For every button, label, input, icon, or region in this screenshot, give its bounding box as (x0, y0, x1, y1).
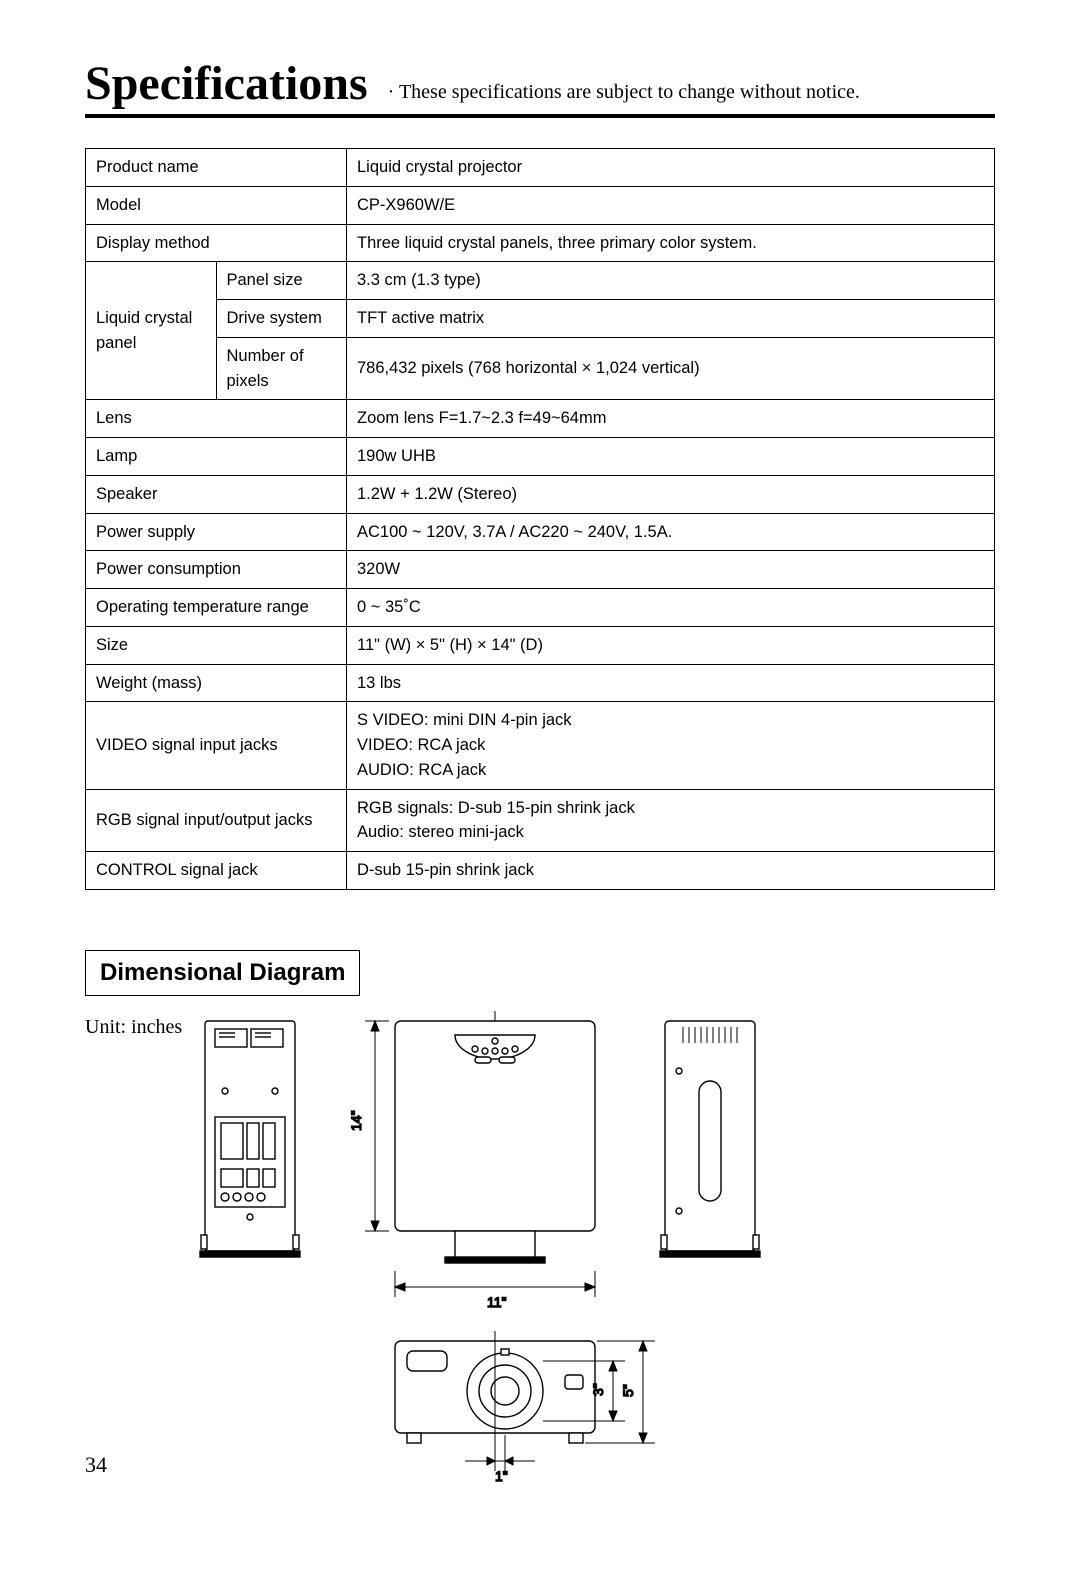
spec-sublabel: Panel size (216, 262, 347, 300)
table-row: Number of pixels 786,432 pixels (768 hor… (86, 337, 995, 400)
spec-value: CP-X960W/E (347, 186, 995, 224)
table-row: Display method Three liquid crystal pane… (86, 224, 995, 262)
spec-value: D-sub 15-pin shrink jack (347, 852, 995, 890)
spec-label: Product name (86, 149, 347, 187)
table-row: Drive system TFT active matrix (86, 300, 995, 338)
spec-label: Lamp (86, 438, 347, 476)
dim-depth: 14" (348, 1110, 364, 1131)
table-row: Size 11" (W) × 5" (H) × 14" (D) (86, 626, 995, 664)
page-title: Specifications (85, 60, 368, 108)
spec-label: Size (86, 626, 347, 664)
spec-label: RGB signal input/output jacks (86, 789, 347, 852)
dim-height: 5" (620, 1384, 636, 1397)
spec-value: 1.2W + 1.2W (Stereo) (347, 475, 995, 513)
section-title: Dimensional Diagram (85, 950, 360, 996)
table-row: Power supply AC100 ~ 120V, 3.7A / AC220 … (86, 513, 995, 551)
table-row: CONTROL signal jack D-sub 15-pin shrink … (86, 852, 995, 890)
spec-label: Operating temperature range (86, 589, 347, 627)
spec-value: 786,432 pixels (768 horizontal × 1,024 v… (347, 337, 995, 400)
spec-table: Product name Liquid crystal projector Mo… (85, 148, 995, 890)
spec-value: 190w UHB (347, 438, 995, 476)
spec-value: AC100 ~ 120V, 3.7A / AC220 ~ 240V, 1.5A. (347, 513, 995, 551)
spec-label: Speaker (86, 475, 347, 513)
table-row: Speaker 1.2W + 1.2W (Stereo) (86, 475, 995, 513)
spec-value: 320W (347, 551, 995, 589)
table-row: Liquid crystal panel Panel size 3.3 cm (… (86, 262, 995, 300)
spec-value: RGB signals: D-sub 15-pin shrink jack Au… (347, 789, 995, 852)
spec-sublabel: Number of pixels (216, 337, 347, 400)
spec-value: Liquid crystal projector (347, 149, 995, 187)
dimensional-diagram: 14" 11" (85, 1011, 995, 1571)
table-row: Lens Zoom lens F=1.7~2.3 f=49~64mm (86, 400, 995, 438)
table-row: Power consumption 320W (86, 551, 995, 589)
dim-width: 11" (487, 1294, 507, 1310)
table-row: Product name Liquid crystal projector (86, 149, 995, 187)
table-row: Operating temperature range 0 ~ 35˚C (86, 589, 995, 627)
page-number: 34 (85, 1452, 107, 1478)
table-row: Lamp 190w UHB (86, 438, 995, 476)
spec-group-label: Liquid crystal panel (86, 262, 217, 400)
spec-label: Lens (86, 400, 347, 438)
spec-label: Model (86, 186, 347, 224)
spec-value: Zoom lens F=1.7~2.3 f=49~64mm (347, 400, 995, 438)
spec-value: 0 ~ 35˚C (347, 589, 995, 627)
table-row: VIDEO signal input jacks S VIDEO: mini D… (86, 702, 995, 789)
spec-value: S VIDEO: mini DIN 4-pin jack VIDEO: RCA … (347, 702, 995, 789)
table-row: Weight (mass) 13 lbs (86, 664, 995, 702)
spec-sublabel: Drive system (216, 300, 347, 338)
spec-label: CONTROL signal jack (86, 852, 347, 890)
spec-label: Power supply (86, 513, 347, 551)
spec-value: 13 lbs (347, 664, 995, 702)
table-row: RGB signal input/output jacks RGB signal… (86, 789, 995, 852)
spec-label: Display method (86, 224, 347, 262)
spec-value: TFT active matrix (347, 300, 995, 338)
spec-value: 3.3 cm (1.3 type) (347, 262, 995, 300)
spec-label: Weight (mass) (86, 664, 347, 702)
dim-lens: 3" (590, 1383, 606, 1396)
title-row: Specifications · These specifications ar… (85, 60, 995, 108)
table-row: Model CP-X960W/E (86, 186, 995, 224)
spec-label: Power consumption (86, 551, 347, 589)
spec-value: 11" (W) × 5" (H) × 14" (D) (347, 626, 995, 664)
dim-offset: 1" (495, 1468, 508, 1484)
page-subtitle: · These specifications are subject to ch… (388, 81, 860, 108)
title-rule (85, 114, 995, 118)
spec-value: Three liquid crystal panels, three prima… (347, 224, 995, 262)
spec-label: VIDEO signal input jacks (86, 702, 347, 789)
